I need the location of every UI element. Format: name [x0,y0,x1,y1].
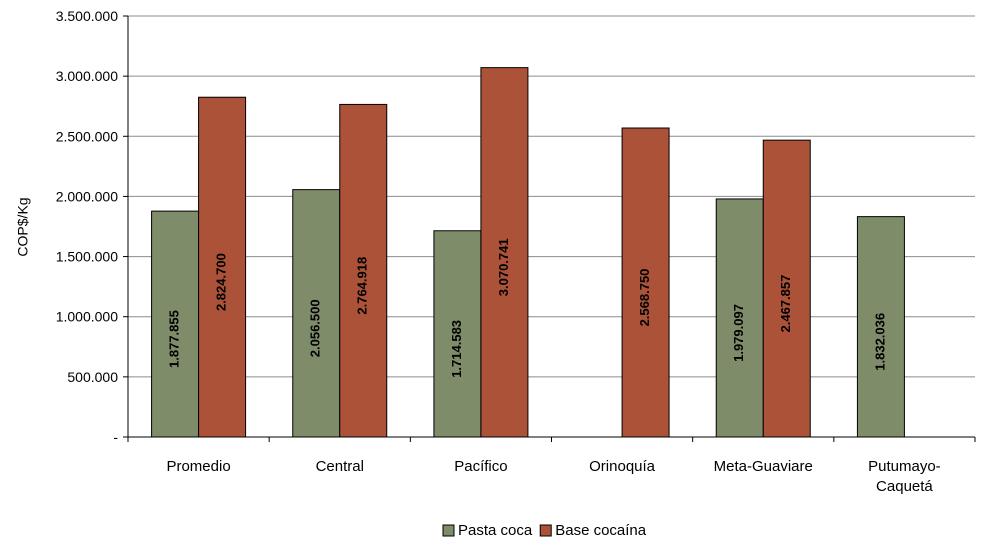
data-label: 2.056.500 [308,299,323,357]
category-label: Caquetá [876,478,933,495]
legend: Pasta coca Base cocaína [442,522,647,539]
y-tick-label: 3.500.000 [56,8,118,24]
data-label: 1.832.036 [872,313,887,371]
y-tick-label: 2.500.000 [56,128,118,144]
y-tick-label: - [113,429,118,445]
y-tick-label: 3.000.000 [56,68,118,84]
bar-pasta-coca [151,210,200,438]
bar-base-cocaina [480,67,529,438]
bar-base-cocaina [198,96,247,438]
category-label: Putumayo- [868,458,941,475]
bar-pasta-coca [856,216,905,438]
y-tick-label: 2.000.000 [56,188,118,204]
data-label: 2.764.918 [355,257,370,315]
data-label: 1.979.097 [731,304,746,362]
legend-entry: Pasta coca [458,522,533,539]
bar-base-cocaina [621,127,670,438]
legend-entry: Base cocaína [555,522,647,539]
category-label: Promedio [166,458,230,475]
category-label: Orinoquía [589,458,656,475]
bars [151,67,905,438]
y-tick-label: 1.000.000 [56,309,118,325]
bar-pasta-coca [292,189,341,438]
bar-base-cocaina [762,139,811,438]
gridlines [128,15,975,378]
category-label: Central [316,458,364,475]
bar-pasta-coca [715,198,764,438]
data-label: 2.568.750 [637,269,652,327]
category-label: Meta-Guaviare [714,458,813,475]
y-tick-labels: - 500.000 1.000.000 1.500.000 2.000.000 2.500… [56,8,119,445]
data-label: 3.070.741 [496,238,511,296]
y-axis-label: COP$/Kg [15,197,31,256]
y-tick-label: 500.000 [67,369,118,385]
data-label: 1.714.583 [449,320,464,378]
axes [123,15,976,442]
legend-swatch [539,524,552,537]
category-label: Pacífico [454,458,507,475]
data-label: 2.824.700 [214,253,229,311]
data-label: 1.877.855 [167,310,182,368]
data-label: 2.467.857 [778,275,793,333]
data-labels: 1.877.855 2.824.700 2.056.500 2.764.918 1.71… [167,238,888,377]
y-tick-label: 1.500.000 [56,249,118,265]
bar-base-cocaina [339,103,388,438]
legend-swatch [442,524,455,537]
category-labels: Promedio Central Pacífico Orinoquía Meta-Gua… [166,458,940,495]
